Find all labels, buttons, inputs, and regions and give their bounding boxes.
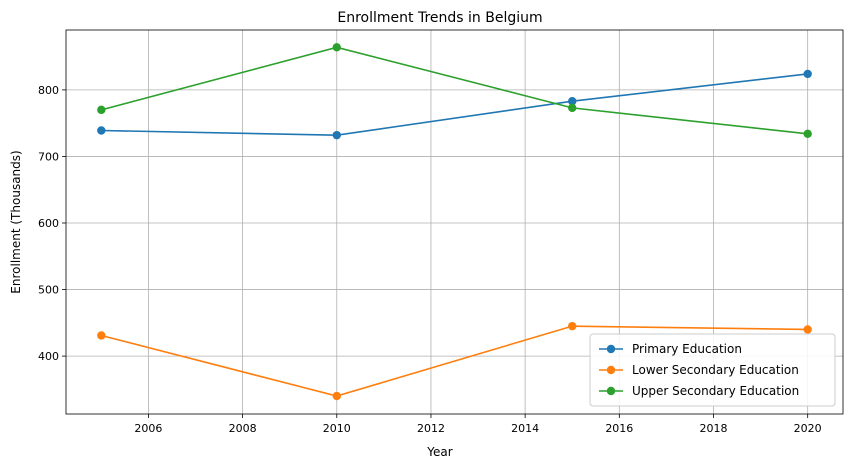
- legend-label: Primary Education: [632, 342, 742, 356]
- legend-label: Upper Secondary Education: [632, 384, 799, 398]
- x-tick-label: 2008: [229, 422, 257, 435]
- legend: Primary Education Lower Secondary Educati…: [589, 333, 836, 407]
- data-point: [803, 69, 812, 79]
- legend-marker: [606, 365, 616, 375]
- data-point: [97, 126, 106, 135]
- series-1: [97, 321, 812, 401]
- y-tick-label: 500: [38, 284, 59, 297]
- data-point: [97, 331, 106, 340]
- series-2: [97, 43, 812, 139]
- x-tick-label: 2020: [794, 422, 822, 435]
- data-point: [803, 325, 812, 334]
- y-tick-label: 600: [38, 217, 59, 230]
- x-tick-label: 2010: [323, 422, 351, 435]
- legend-box: [589, 333, 836, 407]
- y-tick-label: 400: [38, 350, 59, 363]
- plot-frame: [65, 29, 844, 415]
- grid: [66, 30, 843, 414]
- x-axis-label: Year: [426, 445, 452, 459]
- x-tick-label: 2018: [700, 422, 728, 435]
- legend-marker: [606, 344, 616, 354]
- y-axis-label: Enrollment (Thousands): [9, 150, 23, 293]
- series-0: [97, 69, 812, 140]
- chart-title: Enrollment Trends in Belgium: [337, 10, 542, 26]
- legend-label: Lower Secondary Education: [632, 363, 799, 377]
- legend-item: Primary Education: [599, 342, 742, 356]
- series-line: [101, 325, 808, 397]
- data-point: [568, 97, 577, 106]
- data-point: [97, 105, 106, 115]
- x-tick-label: 2012: [417, 422, 445, 435]
- x-tick-label: 2016: [605, 422, 633, 435]
- data-point: [332, 43, 341, 52]
- legend-item: Lower Secondary Education: [599, 363, 799, 377]
- y-tick-label: 700: [38, 150, 59, 163]
- data-point: [332, 130, 341, 140]
- data-point: [568, 321, 577, 331]
- data-point: [332, 391, 341, 401]
- series-line: [101, 46, 808, 135]
- legend-marker: [606, 386, 616, 396]
- series-line: [101, 73, 808, 136]
- x-tick-label: 2006: [134, 422, 162, 435]
- series-layer: [97, 43, 812, 401]
- legend-item: Upper Secondary Education: [599, 384, 799, 398]
- axes: 2006 2008 2010 2012 2014 2016 2018 2020 400 500 60…: [38, 29, 844, 435]
- data-point: [803, 129, 812, 139]
- data-point: [568, 103, 577, 113]
- x-tick-label: 2014: [511, 422, 539, 435]
- y-tick-label: 800: [38, 84, 59, 97]
